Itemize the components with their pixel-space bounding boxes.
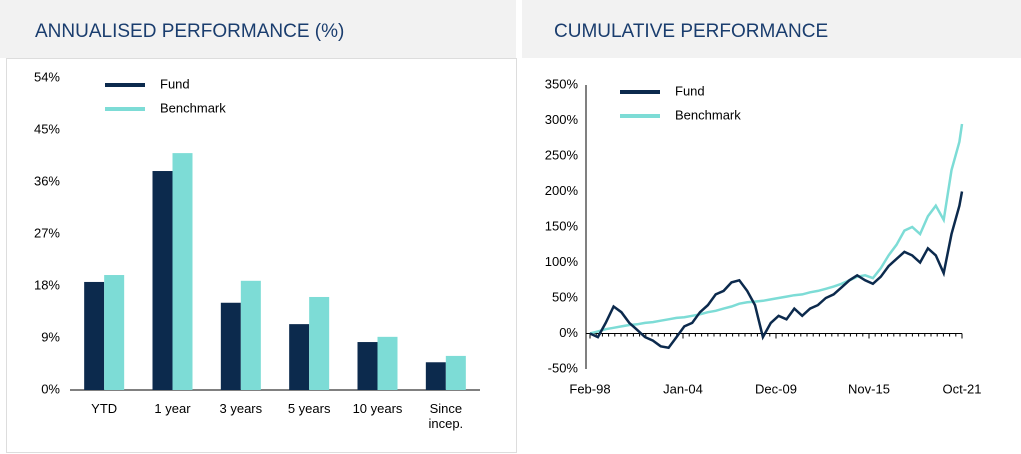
bar [220,302,241,390]
bar [309,296,330,390]
y-tick-label: 36% [34,173,60,188]
y-tick-label: 350% [545,76,579,91]
x-tick-label: YTD [91,401,118,416]
bar [172,153,193,390]
x-tick-label: Dec-09 [755,381,797,396]
y-tick-label: 9% [41,329,60,344]
x-tick-label: Oct-21 [942,381,981,396]
y-tick-label: 18% [34,277,60,292]
bar [84,281,105,390]
x-tick-label: 3 years [219,401,263,416]
x-tick-label: 10 years [352,401,403,416]
y-tick-label: 0% [559,325,578,340]
bar [289,324,310,390]
bar [425,362,446,390]
x-tick-label: 5 years [287,401,331,416]
y-tick-label: 0% [41,381,60,396]
y-tick-label: 200% [545,183,579,198]
x-tick-label: Since incep. [428,401,464,431]
y-tick-label: 250% [545,147,579,162]
legend-label: Benchmark [160,100,226,115]
y-tick-label: 300% [545,112,579,127]
legend-label: Benchmark [675,107,741,122]
line-series [589,191,964,350]
y-tick-label: 150% [545,218,579,233]
x-tick-label: 1 year [154,401,191,416]
legend-label: Fund [160,76,190,91]
y-tick-label: 45% [34,121,60,136]
header-band [0,0,516,58]
bar [377,336,398,390]
legend-label: Fund [675,83,705,98]
x-tick-label: Nov-15 [848,381,890,396]
panel-border [6,58,517,453]
line-series [589,123,964,335]
x-tick-label: Feb-98 [569,381,610,396]
chart-title: ANNUALISED PERFORMANCE (%) [35,21,344,42]
header-band [522,0,1021,58]
x-tick-label: Jan-04 [663,381,703,396]
bar [152,171,173,390]
y-tick-label: 50% [552,289,578,304]
y-tick-label: 100% [545,254,579,269]
bar [357,342,378,390]
bar [240,280,261,390]
chart-title: CUMULATIVE PERFORMANCE [554,21,828,42]
y-tick-label: 54% [34,69,60,84]
y-tick-label: -50% [548,360,579,375]
bar [445,355,466,390]
bar [104,275,125,390]
y-tick-label: 27% [34,225,60,240]
